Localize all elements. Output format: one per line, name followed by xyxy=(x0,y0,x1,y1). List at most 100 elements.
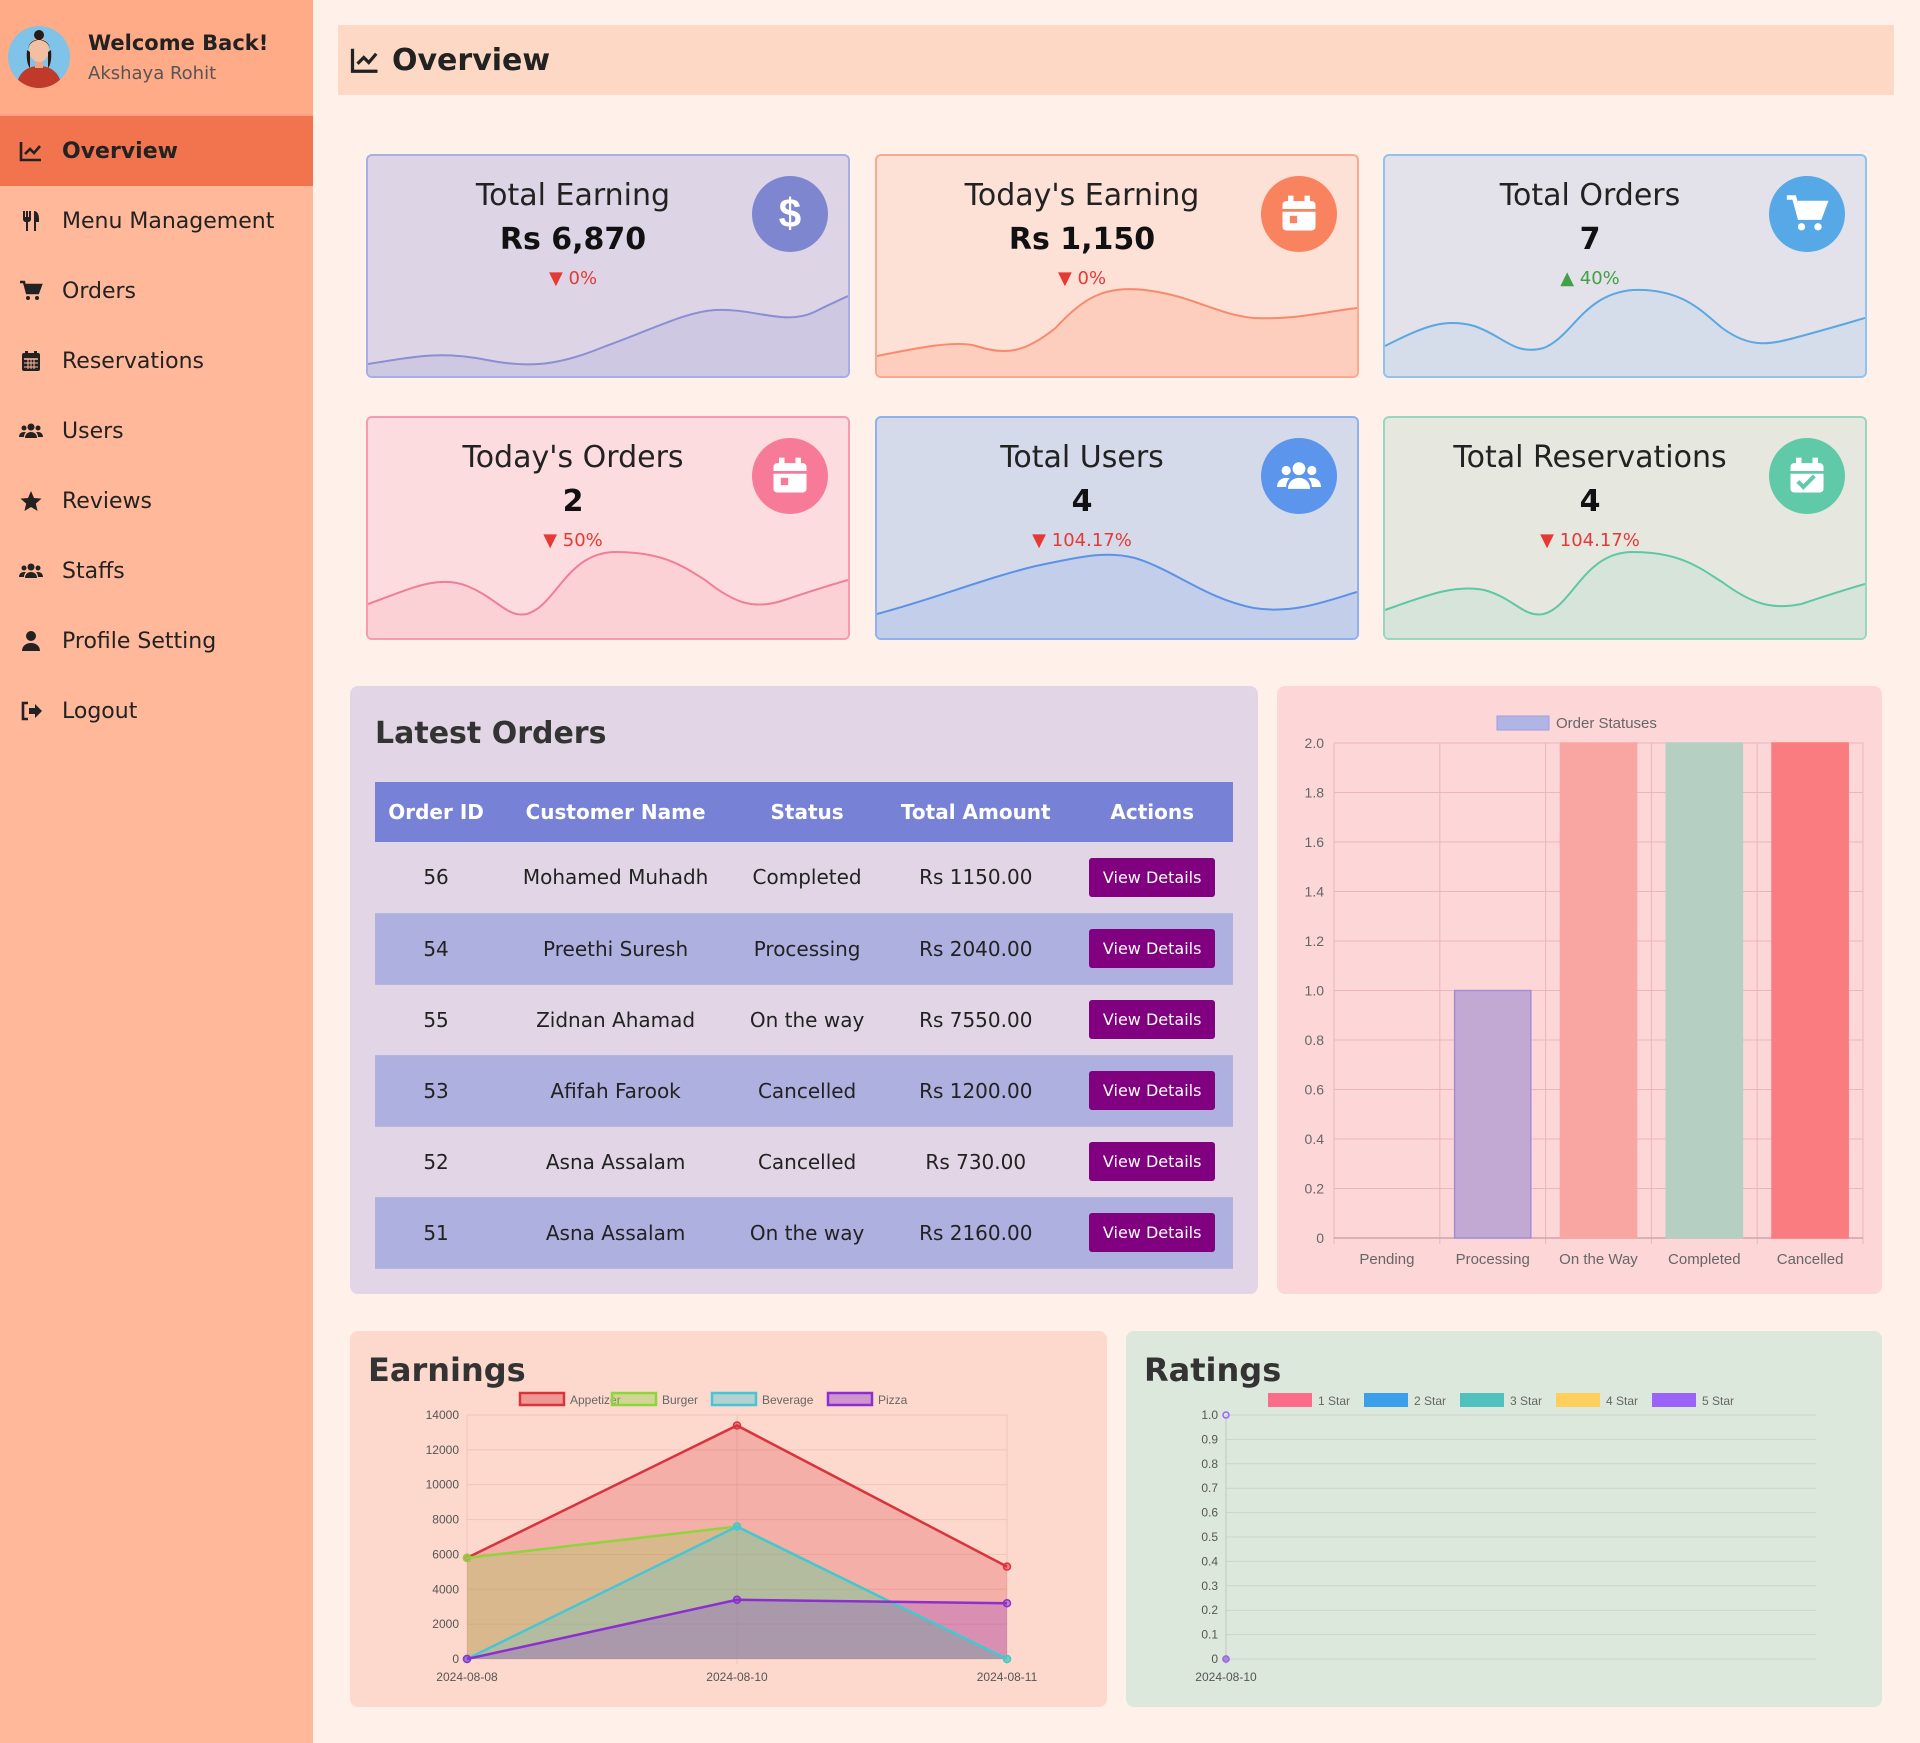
column-header: Actions xyxy=(1071,782,1233,842)
order-status: Cancelled xyxy=(734,1126,881,1198)
axis-marker xyxy=(1222,1411,1230,1419)
data-point xyxy=(1002,1598,1012,1608)
customer-name: Asna Assalam xyxy=(497,1126,735,1198)
sidebar: Welcome Back! Akshaya Rohit Overview Men… xyxy=(0,0,313,1743)
table-row: 54 Preethi Suresh Processing Rs 2040.00 … xyxy=(375,913,1233,985)
order-id: 53 xyxy=(375,1055,498,1127)
card-change: ▼ 0% xyxy=(548,268,598,289)
x-tick-label: Pending xyxy=(1359,1251,1414,1268)
legend-label: Pizza xyxy=(878,1393,908,1407)
order-id: 51 xyxy=(375,1197,498,1269)
sidebar-item-label: Reviews xyxy=(62,488,152,514)
series-area xyxy=(467,1599,1007,1659)
sidebar-item-profile-setting[interactable]: Profile Setting xyxy=(0,606,313,676)
page-header: Overview xyxy=(338,25,1894,95)
y-tick-label: 0.5 xyxy=(1201,1530,1218,1544)
legend-label: 2 Star xyxy=(1414,1394,1446,1408)
column-header: Order ID xyxy=(375,782,498,842)
card-change: ▼ 50% xyxy=(543,530,603,551)
card-sparkline xyxy=(877,288,1357,376)
data-point xyxy=(1002,1654,1012,1664)
card-value: 2 xyxy=(562,484,584,519)
table-row: 56 Mohamed Muhadh Completed Rs 1150.00 V… xyxy=(375,842,1233,914)
x-tick-label: Cancelled xyxy=(1777,1251,1844,1268)
sidebar-item-staffs[interactable]: Staffs xyxy=(0,536,313,606)
y-tick-label: 0.9 xyxy=(1201,1432,1218,1446)
column-header: Status xyxy=(734,782,881,842)
x-tick-label: Completed xyxy=(1668,1251,1741,1268)
column-header: Customer Name xyxy=(497,782,735,842)
view-details-button[interactable]: View Details xyxy=(1088,1000,1216,1039)
view-details-button[interactable]: View Details xyxy=(1088,1142,1216,1181)
data-point xyxy=(732,1421,742,1430)
y-tick-label: 12000 xyxy=(426,1443,460,1457)
cart-icon xyxy=(1769,176,1845,252)
order-status: Completed xyxy=(734,842,881,914)
card-label: Total Orders xyxy=(1499,178,1681,213)
card-value: 7 xyxy=(1579,222,1601,257)
stat-card-total-earning: Total Earning Rs 6,870 ▼ 0% $ xyxy=(366,154,850,378)
sidebar-item-logout[interactable]: Logout xyxy=(0,676,313,746)
data-point xyxy=(462,1654,472,1664)
legend-label: Order Statuses xyxy=(1556,715,1657,732)
y-tick-label: 4000 xyxy=(432,1582,459,1596)
stat-card-total-orders: Total Orders 7 ▲ 40% xyxy=(1383,154,1867,378)
card-sparkline xyxy=(368,550,848,638)
sidebar-item-reviews[interactable]: Reviews xyxy=(0,466,313,536)
card-value: 4 xyxy=(1071,484,1093,519)
view-details-button[interactable]: View Details xyxy=(1088,1213,1216,1252)
chart-line-icon xyxy=(18,138,44,164)
sidebar-item-label: Orders xyxy=(62,278,136,304)
x-tick-label: 2024-08-10 xyxy=(1195,1670,1257,1684)
card-value: 4 xyxy=(1579,484,1601,519)
data-point xyxy=(732,1595,742,1604)
customer-name: Zidnan Ahamad xyxy=(497,984,735,1056)
orders-table: Order ID Customer Name Status Total Amou… xyxy=(375,782,1233,1269)
legend-swatch xyxy=(1460,1393,1504,1407)
sidebar-item-orders[interactable]: Orders xyxy=(0,256,313,326)
sidebar-item-menu-management[interactable]: Menu Management xyxy=(0,186,313,256)
card-sparkline xyxy=(1385,550,1865,638)
sidebar-item-label: Logout xyxy=(62,698,138,724)
view-details-button[interactable]: View Details xyxy=(1088,857,1216,897)
y-tick-label: 0.6 xyxy=(1305,1082,1325,1098)
data-point xyxy=(732,1522,742,1531)
y-tick-label: 1.8 xyxy=(1305,785,1325,801)
order-amount: Rs 1200.00 xyxy=(880,1055,1072,1127)
sidebar-item-users[interactable]: Users xyxy=(0,396,313,466)
y-tick-label: 6000 xyxy=(432,1547,459,1561)
series-area xyxy=(467,1526,1007,1659)
view-details-button[interactable]: View Details xyxy=(1088,1071,1216,1110)
legend-label: Appetizer xyxy=(570,1393,621,1407)
legend-swatch xyxy=(710,1391,758,1407)
card-value: Rs 1,150 xyxy=(1008,222,1156,257)
column-header: Total Amount xyxy=(880,782,1072,842)
bar xyxy=(1559,742,1638,1239)
earnings-area-chart: 0 2000 4000 6000 8000 10000 12000 14000 2024-08-… xyxy=(426,1391,1038,1684)
sidebar-item-overview[interactable]: Overview xyxy=(0,116,313,186)
customer-name: Preethi Suresh xyxy=(497,913,735,985)
table-header-row: Order ID Customer Name Status Total Amou… xyxy=(375,782,1233,842)
order-id: 56 xyxy=(375,842,498,914)
card-sparkline xyxy=(1385,288,1865,376)
table-row: 52 Asna Assalam Cancelled Rs 730.00 View… xyxy=(375,1126,1233,1198)
order-id: 55 xyxy=(375,984,498,1056)
profile-block: Welcome Back! Akshaya Rohit xyxy=(0,0,313,116)
sidebar-item-label: Menu Management xyxy=(62,208,275,234)
data-point xyxy=(1222,1655,1230,1663)
username: Akshaya Rohit xyxy=(88,62,217,84)
order-status: Cancelled xyxy=(734,1055,881,1127)
y-tick-label: 1.6 xyxy=(1305,834,1325,850)
y-tick-label: 0.2 xyxy=(1305,1181,1325,1197)
legend-swatch xyxy=(610,1391,658,1407)
x-tick-label: 2024-08-08 xyxy=(436,1670,498,1684)
order-amount: Rs 1150.00 xyxy=(880,842,1072,914)
stat-card-todays-orders: Today's Orders 2 ▼ 50% xyxy=(366,416,850,640)
user-icon xyxy=(18,628,44,654)
sidebar-item-reservations[interactable]: Reservations xyxy=(0,326,313,396)
stat-card-todays-earning: Today's Earning Rs 1,150 ▼ 0% xyxy=(875,154,1359,378)
sidebar-item-label: Users xyxy=(62,418,124,444)
view-details-button[interactable]: View Details xyxy=(1088,929,1216,968)
series-area xyxy=(467,1526,1007,1659)
y-tick-label: 10000 xyxy=(426,1478,460,1492)
